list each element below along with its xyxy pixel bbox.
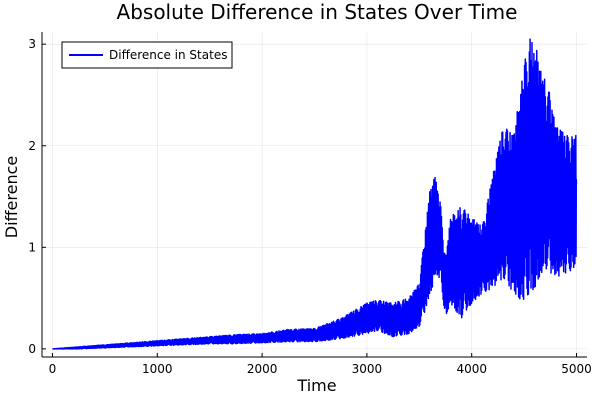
legend-label: Difference in States	[109, 48, 227, 62]
x-tick-label: 1000	[142, 362, 173, 376]
y-tick-label: 3	[28, 37, 36, 51]
x-axis-label: Time	[296, 376, 336, 395]
series-layer	[51, 38, 578, 350]
axes	[41, 32, 587, 358]
x-tick-label: 2000	[247, 362, 278, 376]
series-line-difference-in-states	[51, 38, 578, 350]
chart-title: Absolute Difference in States Over Time	[117, 0, 518, 24]
x-tick-label: 3000	[352, 362, 383, 376]
ticks: 0 1000 2000 3000 4000 5000 0 1 2 3	[28, 37, 591, 376]
x-tick-label: 5000	[561, 362, 592, 376]
y-tick-label: 1	[28, 240, 36, 254]
legend: Difference in States	[61, 41, 233, 69]
y-tick-label: 0	[28, 342, 36, 356]
x-tick-label: 0	[49, 362, 57, 376]
y-axis-label: Difference	[2, 156, 21, 238]
x-tick-label: 4000	[456, 362, 487, 376]
y-tick-label: 2	[28, 139, 36, 153]
